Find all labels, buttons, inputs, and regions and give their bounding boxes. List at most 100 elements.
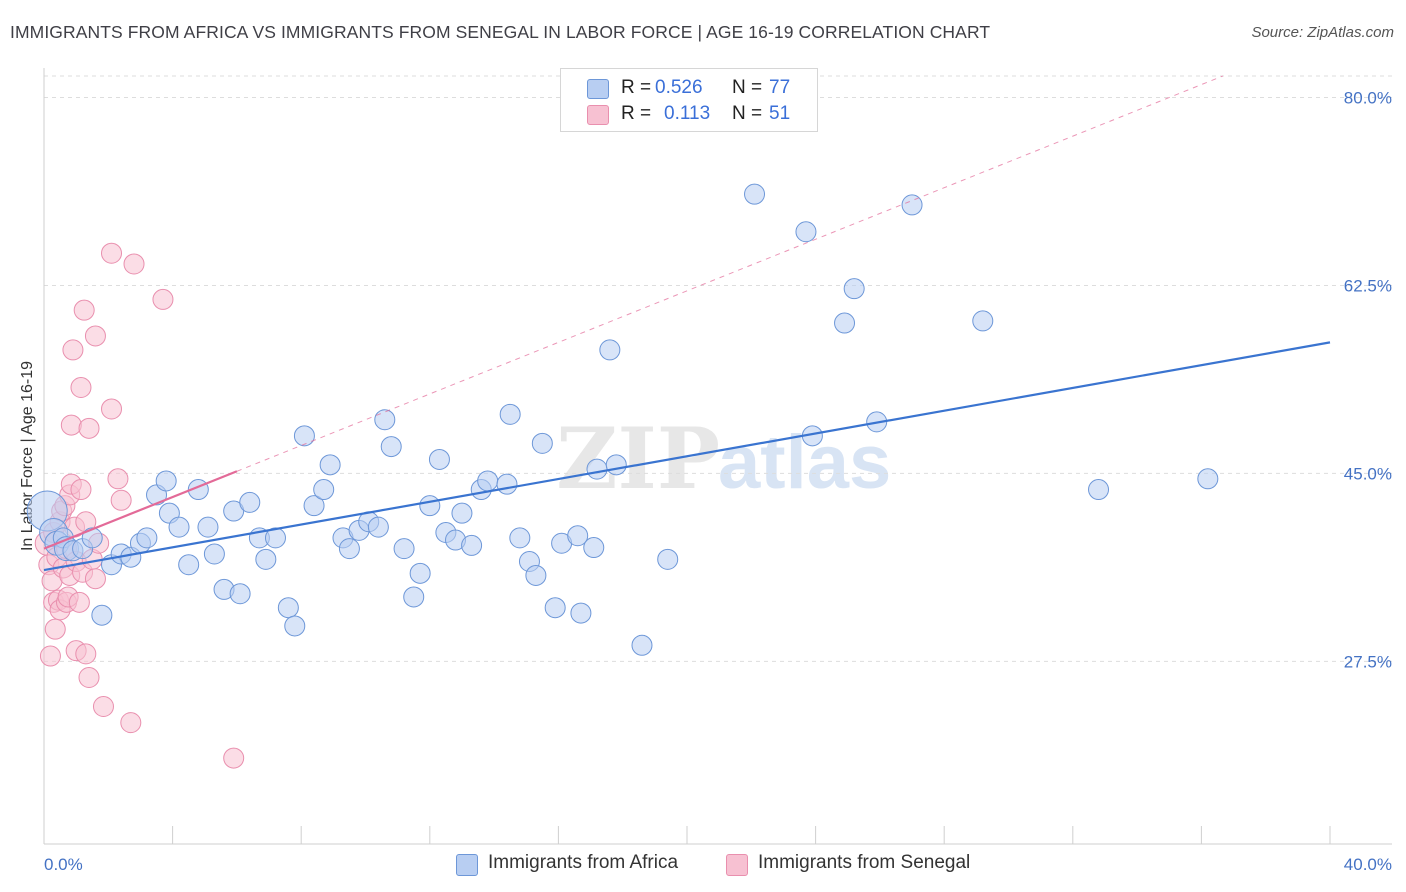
africa-point (461, 534, 483, 556)
senegal-point (39, 645, 61, 667)
africa-point (583, 537, 605, 559)
source-credit: Source: ZipAtlas.com (1251, 24, 1394, 41)
senegal-point (78, 667, 100, 689)
senegal-point (152, 288, 174, 310)
africa-point (155, 470, 177, 492)
africa-point (255, 548, 277, 570)
africa-point (338, 538, 360, 560)
senegal-r-label: R = (621, 103, 652, 124)
africa-legend-label: Immigrants from Africa (488, 852, 679, 873)
y-tick-label: 45.0% (1344, 464, 1392, 483)
africa-r-label: R = (621, 77, 652, 98)
senegal-point (123, 253, 145, 275)
senegal-n-value: 51 (769, 103, 791, 124)
africa-point (277, 597, 299, 619)
africa-point (380, 436, 402, 458)
senegal-point (44, 618, 66, 640)
senegal-legend-label: Immigrants from Senegal (758, 852, 971, 873)
africa-point (393, 538, 415, 560)
senegal-point (75, 643, 97, 665)
y-tick-label: 80.0% (1344, 88, 1392, 107)
africa-n-value: 77 (769, 77, 791, 98)
africa-point (901, 194, 923, 216)
africa-point (223, 500, 245, 522)
africa-point (319, 454, 341, 476)
africa-point (229, 583, 251, 605)
senegal-point (84, 325, 106, 347)
africa-point (509, 527, 531, 549)
africa-point (1088, 479, 1110, 501)
senegal-point (70, 376, 92, 398)
senegal-trend-line (43, 470, 238, 550)
africa-point (81, 527, 103, 549)
africa-point (1197, 468, 1219, 490)
senegal-r-value: 0.113 (664, 103, 711, 124)
watermark-zip: ZIP (556, 409, 720, 508)
africa-point (744, 183, 766, 205)
africa-point (972, 310, 994, 332)
senegal-trend-extension (236, 75, 1224, 472)
africa-point (544, 597, 566, 619)
africa-point (499, 403, 521, 425)
senegal-legend-swatch (726, 854, 748, 876)
africa-point (570, 602, 592, 624)
africa-point (477, 470, 499, 492)
africa-point (657, 548, 679, 570)
africa-point (168, 516, 190, 538)
africa-point (428, 448, 450, 470)
africa-point (531, 432, 553, 454)
africa-n-label: N = (732, 77, 763, 98)
series-legend: Immigrants from Africa Immigrants from S… (0, 852, 1406, 878)
senegal-point (110, 489, 132, 511)
senegal-point (62, 339, 84, 361)
trend-lines (43, 75, 1331, 572)
africa-point (567, 525, 589, 547)
y-tick-label: 62.5% (1344, 276, 1392, 295)
senegal-point (92, 696, 114, 718)
africa-trend-line (43, 341, 1331, 572)
africa-point (264, 527, 286, 549)
tick-labels: 27.5% 45.0% 62.5% 80.0% 0.0% 40.0% (44, 88, 1392, 874)
africa-point (303, 495, 325, 517)
africa-legend-swatch (456, 854, 478, 876)
africa-point (496, 473, 518, 495)
africa-point (293, 425, 315, 447)
correlation-legend: R = 0.526 N = 77 R = 0.113 N = 51 (560, 68, 818, 132)
africa-point (605, 454, 627, 476)
senegal-point (84, 568, 106, 590)
africa-point (843, 278, 865, 300)
senegal-point (60, 414, 82, 436)
senegal-point (223, 747, 245, 769)
africa-point (284, 615, 306, 637)
africa-point (631, 634, 653, 656)
africa-point (203, 543, 225, 565)
senegal-point (73, 299, 95, 321)
senegal-point (107, 468, 129, 490)
chart-title: IMMIGRANTS FROM AFRICA VS IMMIGRANTS FRO… (10, 22, 991, 42)
africa-point (313, 479, 335, 501)
senegal-point (70, 479, 92, 501)
africa-point (374, 409, 396, 431)
axes (43, 68, 1392, 845)
senegal-n-label: N = (732, 103, 763, 124)
senegal-swatch (587, 105, 609, 125)
africa-point (599, 339, 621, 361)
x-tick-label: 40.0% (1344, 855, 1392, 874)
senegal-point (120, 712, 142, 734)
x-tick-label: 0.0% (44, 855, 83, 874)
senegal-point (101, 398, 123, 420)
senegal-point (78, 417, 100, 439)
africa-point (586, 458, 608, 480)
africa-point (136, 527, 158, 549)
africa-point (409, 562, 431, 584)
africa-point (367, 516, 389, 538)
africa-point (403, 586, 425, 608)
senegal-point (68, 591, 90, 613)
y-tick-label: 27.5% (1344, 652, 1392, 671)
africa-point (178, 554, 200, 576)
africa-point (525, 564, 547, 586)
africa-point (451, 502, 473, 524)
africa-point (197, 516, 219, 538)
africa-r-value: 0.526 (655, 77, 703, 98)
